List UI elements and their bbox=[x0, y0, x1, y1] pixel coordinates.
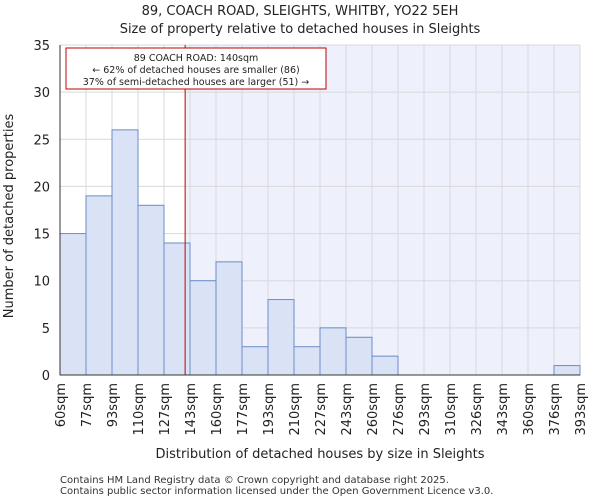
x-tick-label: 360sqm bbox=[522, 383, 537, 436]
bar bbox=[319, 327, 347, 376]
x-tick-label: 276sqm bbox=[392, 383, 407, 436]
x-tick-label: 210sqm bbox=[288, 383, 303, 436]
bar bbox=[345, 336, 373, 376]
x-tick-label: 227sqm bbox=[314, 383, 329, 436]
bar bbox=[85, 195, 113, 376]
x-tick-label: 260sqm bbox=[366, 383, 381, 436]
bar bbox=[189, 280, 217, 376]
x-axis-title: Distribution of detached houses by size … bbox=[155, 447, 484, 462]
y-tick-label: 30 bbox=[33, 86, 50, 101]
x-tick-label: 193sqm bbox=[262, 383, 277, 436]
annotation-line-3: 37% of semi-detached houses are larger (… bbox=[83, 77, 310, 88]
footer-line-1: Contains HM Land Registry data © Crown c… bbox=[60, 475, 449, 486]
bar bbox=[137, 204, 165, 376]
bar bbox=[241, 346, 269, 376]
x-tick-label: 143sqm bbox=[184, 383, 199, 436]
x-tick-label: 326sqm bbox=[470, 383, 485, 436]
x-tick-label: 160sqm bbox=[210, 383, 225, 436]
x-tick-label: 310sqm bbox=[444, 383, 459, 436]
chart-title: 89, COACH ROAD, SLEIGHTS, WHITBY, YO22 5… bbox=[142, 4, 459, 19]
annotation-line-1: 89 COACH ROAD: 140sqm bbox=[134, 53, 259, 64]
y-tick-labels: 0 5 10 15 20 25 30 35 bbox=[33, 39, 50, 384]
x-tick-label: 393sqm bbox=[574, 383, 589, 436]
chart-subtitle: Size of property relative to detached ho… bbox=[120, 22, 481, 37]
annotation-box: 89 COACH ROAD: 140sqm ← 62% of detached … bbox=[65, 47, 327, 90]
axes bbox=[59, 45, 580, 376]
bar bbox=[371, 355, 399, 376]
bar bbox=[163, 242, 191, 376]
x-tick-label: 293sqm bbox=[418, 383, 433, 436]
y-tick-label: 5 bbox=[42, 322, 50, 337]
y-tick-label: 15 bbox=[33, 228, 50, 243]
x-tick-label: 127sqm bbox=[158, 383, 173, 436]
y-tick-label: 0 bbox=[42, 369, 50, 384]
y-tick-label: 25 bbox=[33, 133, 50, 148]
x-tick-label: 77sqm bbox=[80, 383, 95, 427]
x-tick-label: 60sqm bbox=[54, 383, 69, 427]
x-tick-label: 376sqm bbox=[548, 383, 563, 436]
annotation-line-2: ← 62% of detached houses are smaller (86… bbox=[92, 65, 299, 76]
bars bbox=[59, 129, 581, 376]
y-axis-title: Number of detached properties bbox=[2, 114, 17, 319]
x-tick-label: 343sqm bbox=[496, 383, 511, 436]
x-tick-label: 110sqm bbox=[132, 383, 147, 436]
larger-region-shading bbox=[185, 45, 580, 375]
footer-line-2: Contains public sector information licen… bbox=[60, 486, 493, 497]
bar bbox=[215, 261, 243, 376]
bar bbox=[59, 233, 87, 376]
x-tick-label: 243sqm bbox=[340, 383, 355, 436]
y-tick-label: 10 bbox=[33, 275, 50, 290]
x-tick-labels: 60sqm 77sqm 93sqm 110sqm 127sqm 143sqm 160sqm 1… bbox=[54, 383, 589, 436]
bar bbox=[111, 129, 139, 376]
y-tick-label: 20 bbox=[33, 180, 50, 195]
bar bbox=[293, 346, 321, 376]
x-tick-label: 93sqm bbox=[106, 383, 121, 427]
bar bbox=[267, 299, 295, 376]
x-tick-label: 177sqm bbox=[236, 383, 251, 436]
bar bbox=[553, 365, 581, 376]
y-tick-label: 35 bbox=[33, 39, 50, 54]
